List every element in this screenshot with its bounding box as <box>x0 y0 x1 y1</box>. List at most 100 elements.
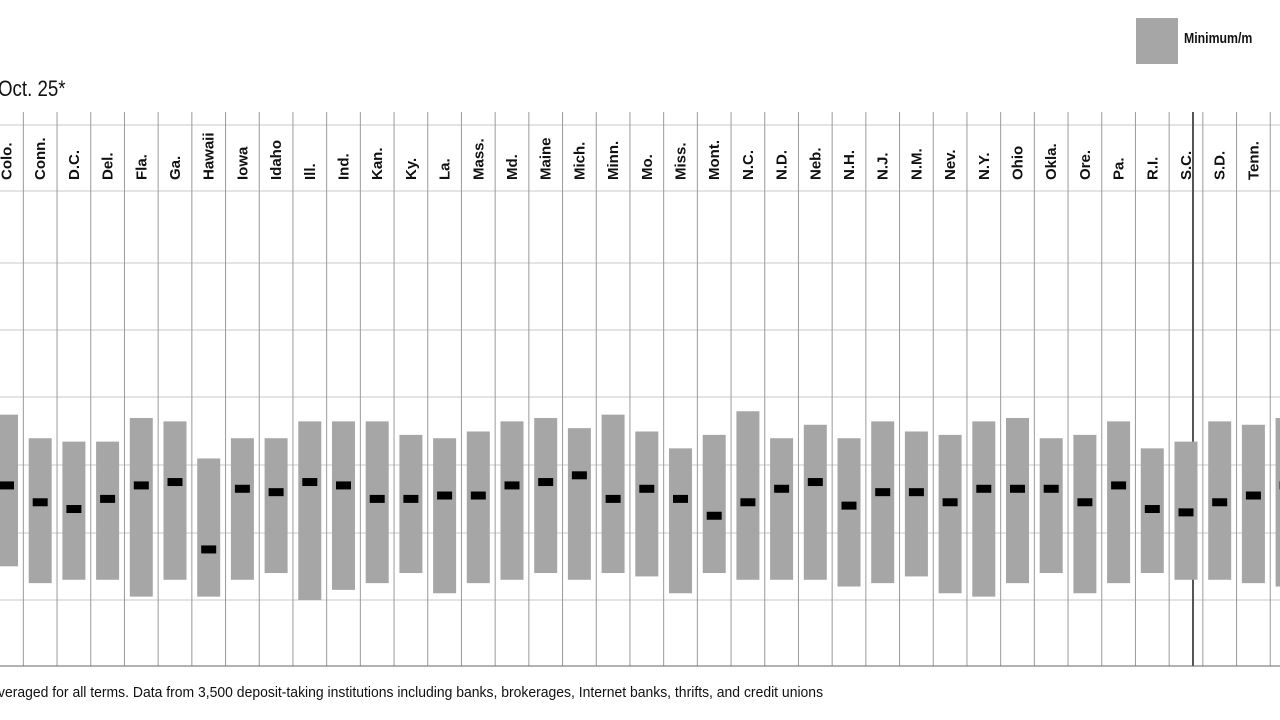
range-bar <box>904 431 928 577</box>
average-marker <box>605 494 621 503</box>
range-bar <box>298 421 322 600</box>
column-label: Colo. <box>0 143 16 181</box>
average-marker <box>538 478 554 487</box>
column-label: Ore. <box>1077 150 1094 180</box>
column-label: Pa. <box>1111 157 1128 180</box>
average-marker <box>908 488 924 497</box>
column-labels: Colo. Conn. D.C. Del. Fla. Ga. Hawaii Iowa Idaho… <box>0 132 1280 180</box>
range-bar <box>837 438 861 587</box>
range-bar <box>534 418 558 574</box>
range-bar <box>669 448 692 594</box>
range-bar <box>197 458 221 597</box>
range-bar <box>332 421 355 590</box>
range-bar <box>601 414 625 574</box>
column-label: N.C. <box>740 150 757 180</box>
range-bar <box>1107 421 1131 584</box>
range-bar <box>129 418 153 597</box>
range-bar <box>433 438 457 594</box>
column-label: La. <box>437 158 454 180</box>
date-label: Oct. 25* <box>0 76 66 101</box>
average-marker <box>1245 491 1261 500</box>
range-bar <box>264 438 288 574</box>
column-label: N.D. <box>774 150 791 180</box>
range-bar <box>28 438 52 584</box>
column-label: Neb. <box>807 147 824 180</box>
average-marker <box>673 494 688 503</box>
column-label: Ill. <box>302 163 319 180</box>
column-label: N.H. <box>841 150 858 180</box>
column-label: Kan. <box>369 147 386 180</box>
average-marker <box>1010 484 1025 493</box>
average-marker <box>437 491 453 500</box>
column-label: Conn. <box>32 138 49 181</box>
average-markers <box>0 471 1280 554</box>
average-marker <box>571 471 587 480</box>
range-bar <box>466 431 490 584</box>
range-bar <box>1039 438 1063 574</box>
range-bar <box>399 434 423 574</box>
average-marker <box>234 484 250 493</box>
average-marker <box>740 498 756 507</box>
average-marker <box>201 545 217 554</box>
average-marker <box>369 494 385 503</box>
average-marker <box>1111 481 1127 490</box>
column-label: Nev. <box>942 149 959 180</box>
range-bar <box>230 438 254 580</box>
range-bar <box>163 421 187 580</box>
average-marker <box>1043 484 1059 493</box>
average-marker <box>504 481 520 490</box>
column-label: Minn. <box>605 141 622 180</box>
column-label: D.C. <box>66 150 83 180</box>
average-marker <box>1178 508 1194 517</box>
column-label: Iowa <box>234 146 251 180</box>
range-bar <box>803 424 827 580</box>
average-marker <box>1212 498 1228 507</box>
range-bar <box>871 421 895 584</box>
average-marker <box>976 484 992 493</box>
footnote: veraged for all terms. Data from 3,500 d… <box>0 684 824 701</box>
average-marker <box>470 491 486 500</box>
average-marker <box>841 501 857 510</box>
column-label: Mont. <box>706 140 723 180</box>
range-bar <box>96 441 120 580</box>
column-label: Maine <box>538 137 555 180</box>
column-label: Tenn. <box>1245 141 1262 180</box>
average-marker <box>1077 498 1093 507</box>
column-label: S.C. <box>1178 151 1195 180</box>
column-label: Del. <box>100 152 117 180</box>
range-bar <box>1006 418 1029 584</box>
average-marker <box>942 498 958 507</box>
column-label: N.Y. <box>976 152 993 180</box>
range-bar <box>0 414 18 567</box>
range-bar <box>702 434 726 574</box>
column-label: Hawaii <box>201 132 218 180</box>
average-marker <box>167 478 183 487</box>
column-label: Fla. <box>133 154 150 180</box>
range-bar <box>1073 434 1097 594</box>
column-label: Ga. <box>167 156 184 180</box>
column-label: Ohio <box>1010 146 1027 180</box>
column-label: N.J. <box>875 152 892 180</box>
average-marker <box>875 488 891 497</box>
column-label: Mo. <box>639 154 656 180</box>
column-label: Mass. <box>470 138 487 180</box>
range-bar <box>972 421 996 597</box>
column-separators <box>0 112 1280 667</box>
average-marker <box>268 488 284 497</box>
average-marker <box>706 511 722 520</box>
range-bar <box>1241 424 1265 584</box>
average-marker <box>32 498 48 507</box>
column-label: Miss. <box>673 142 690 180</box>
average-marker <box>100 494 116 503</box>
average-marker <box>336 481 351 490</box>
column-label: Idaho <box>268 140 285 180</box>
column-label: Ky. <box>403 158 420 180</box>
average-marker <box>66 505 82 514</box>
range-bar <box>567 428 591 580</box>
column-label: Md. <box>504 154 521 180</box>
average-marker <box>1144 505 1160 514</box>
range-bar <box>770 438 794 580</box>
column-label: Ind. <box>336 153 353 180</box>
legend-swatch <box>1136 18 1178 64</box>
